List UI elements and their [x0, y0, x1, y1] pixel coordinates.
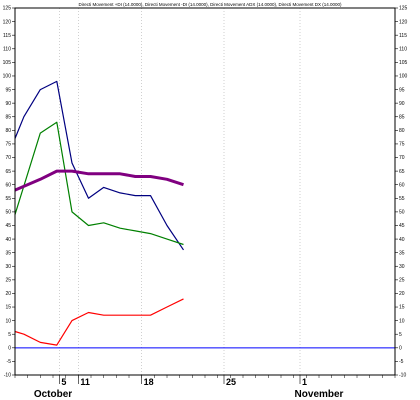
- y-tick-label: 45: [399, 223, 405, 229]
- y-tick-label: 60: [5, 182, 11, 188]
- x-tick-label: 5: [61, 377, 66, 387]
- y-tick-label: 95: [5, 87, 11, 93]
- y-tick-label: 105: [399, 60, 408, 66]
- series-line-3: [14, 169, 184, 192]
- y-tick-label: 125: [3, 6, 12, 12]
- y-tick-label: 85: [5, 114, 11, 120]
- y-tick-label: 90: [399, 101, 405, 107]
- y-tick-label: 10: [5, 318, 11, 324]
- x-month-label: October: [34, 389, 72, 400]
- y-tick-label: 65: [399, 169, 405, 175]
- y-tick-label: 115: [399, 33, 407, 39]
- series-group: [14, 80, 184, 346]
- y-tick-label: 45: [5, 223, 11, 229]
- series-line-1: [14, 80, 184, 251]
- y-tick-label: 75: [399, 142, 405, 148]
- y-tick-label: 105: [3, 60, 12, 66]
- y-tick-label: 75: [5, 142, 11, 148]
- y-tick-label: 10: [399, 318, 405, 324]
- y-tick-label: -10: [399, 373, 406, 379]
- y-tick-label: 30: [5, 264, 11, 270]
- series-line-2: [14, 121, 184, 246]
- y-tick-label: 25: [399, 278, 405, 284]
- y-tick-label: 5: [8, 332, 11, 338]
- x-axis: 5 11 18 25 1 October November: [14, 375, 396, 400]
- y-tick-label: 25: [5, 278, 11, 284]
- y-tick-label: 50: [399, 210, 405, 216]
- y-tick-label: 90: [5, 101, 11, 107]
- y-tick-label: 100: [3, 74, 12, 80]
- y-tick-label: 70: [399, 155, 405, 161]
- x-tick-label: 11: [80, 377, 90, 387]
- y-tick-label: 120: [3, 19, 12, 25]
- y-tick-label: 20: [399, 291, 405, 297]
- x-tick-label: 25: [226, 377, 236, 387]
- y-tick-label: 100: [399, 74, 408, 80]
- y-tick-label: 80: [5, 128, 11, 134]
- y-axis-left: -10 -5 0 5 10 15 20 25 30 35 40 45 50 55 60 65 70 75 80 85 9…: [3, 6, 15, 379]
- y-tick-label: 60: [399, 182, 405, 188]
- y-tick-label: 15: [5, 305, 11, 311]
- y-axis-right: -10 -5 0 5 10 15 20 25 30 35 40 45 50 55 60 65 70 75 80 85 9…: [395, 6, 408, 379]
- y-tick-label: 70: [5, 155, 11, 161]
- grid: [59, 8, 301, 375]
- y-tick-label: 35: [5, 250, 11, 256]
- y-tick-label: 125: [399, 6, 408, 12]
- y-tick-label: 0: [8, 346, 11, 352]
- y-tick-label: 55: [399, 196, 405, 202]
- y-tick-label: 85: [399, 114, 405, 120]
- y-tick-label: 110: [3, 46, 11, 52]
- y-tick-label: 55: [5, 196, 11, 202]
- y-tick-label: 80: [399, 128, 405, 134]
- y-tick-label: 65: [5, 169, 11, 175]
- y-tick-label: -5: [399, 359, 404, 365]
- y-tick-label: 115: [3, 33, 11, 39]
- y-tick-label: 35: [399, 250, 405, 256]
- y-tick-label: -10: [4, 373, 11, 379]
- x-month-label: November: [295, 389, 344, 400]
- y-tick-label: 30: [399, 264, 405, 270]
- y-tick-label: 95: [399, 87, 405, 93]
- y-tick-label: 50: [5, 210, 11, 216]
- y-tick-label: 15: [399, 305, 405, 311]
- y-tick-label: 110: [399, 46, 407, 52]
- y-tick-label: 20: [5, 291, 11, 297]
- x-tick-label: 18: [144, 377, 154, 387]
- y-tick-label: 40: [399, 237, 405, 243]
- x-tick-label: 1: [302, 377, 307, 387]
- y-tick-label: -5: [7, 359, 12, 365]
- y-tick-label: 0: [399, 346, 402, 352]
- y-tick-label: 5: [399, 332, 402, 338]
- series-line-4: [14, 298, 184, 346]
- y-tick-label: 120: [399, 19, 408, 25]
- chart-title: Directi Movement +DI (14.0000), Directi …: [79, 2, 342, 7]
- y-tick-label: 40: [5, 237, 11, 243]
